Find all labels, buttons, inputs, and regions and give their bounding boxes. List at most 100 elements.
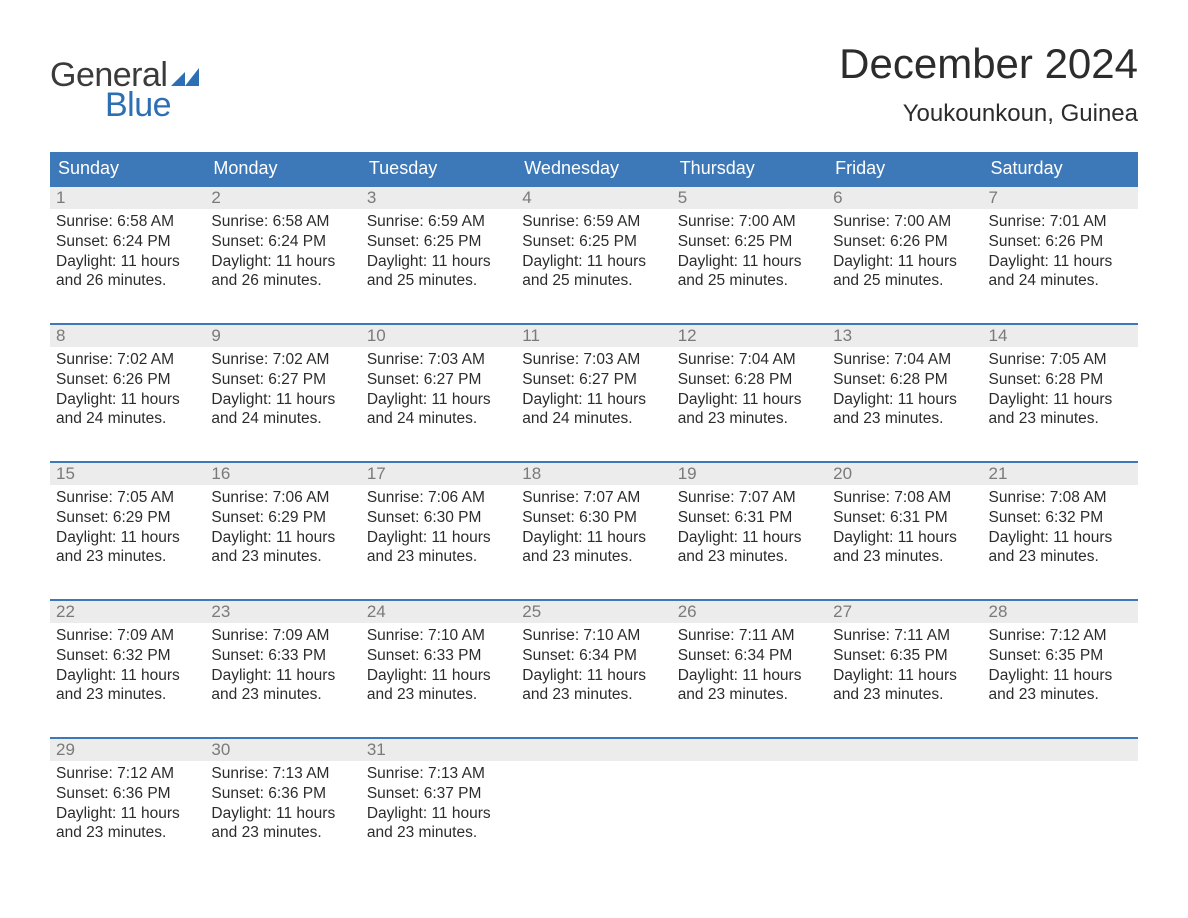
- daylight-text: Daylight: 11 hours and 24 minutes.: [211, 390, 354, 430]
- day-details: Sunrise: 7:02 AMSunset: 6:26 PMDaylight:…: [50, 347, 205, 433]
- day-number: 9: [205, 325, 360, 347]
- day-number: 15: [50, 463, 205, 485]
- sunrise-text: Sunrise: 7:06 AM: [367, 488, 510, 508]
- daylight-text: Daylight: 11 hours and 23 minutes.: [211, 528, 354, 568]
- sunset-text: Sunset: 6:27 PM: [211, 370, 354, 390]
- day-number: [672, 739, 827, 761]
- daylight-text: Daylight: 11 hours and 23 minutes.: [522, 666, 665, 706]
- day-cell: [516, 739, 671, 855]
- sunrise-text: Sunrise: 7:07 AM: [522, 488, 665, 508]
- day-details: Sunrise: 7:03 AMSunset: 6:27 PMDaylight:…: [516, 347, 671, 433]
- day-cell: 16Sunrise: 7:06 AMSunset: 6:29 PMDayligh…: [205, 463, 360, 579]
- weekday-header: Saturday: [983, 152, 1138, 185]
- sunrise-text: Sunrise: 7:06 AM: [211, 488, 354, 508]
- day-number: 24: [361, 601, 516, 623]
- day-details: Sunrise: 7:06 AMSunset: 6:30 PMDaylight:…: [361, 485, 516, 571]
- week-row: 15Sunrise: 7:05 AMSunset: 6:29 PMDayligh…: [50, 461, 1138, 579]
- day-details: Sunrise: 7:03 AMSunset: 6:27 PMDaylight:…: [361, 347, 516, 433]
- day-details: Sunrise: 7:02 AMSunset: 6:27 PMDaylight:…: [205, 347, 360, 433]
- sunrise-text: Sunrise: 7:01 AM: [989, 212, 1132, 232]
- day-number: 8: [50, 325, 205, 347]
- sunrise-text: Sunrise: 6:58 AM: [211, 212, 354, 232]
- daylight-text: Daylight: 11 hours and 23 minutes.: [989, 528, 1132, 568]
- month-title: December 2024: [839, 40, 1138, 88]
- daylight-text: Daylight: 11 hours and 26 minutes.: [56, 252, 199, 292]
- day-number: 3: [361, 187, 516, 209]
- sunset-text: Sunset: 6:25 PM: [522, 232, 665, 252]
- day-details: Sunrise: 7:08 AMSunset: 6:32 PMDaylight:…: [983, 485, 1138, 571]
- sunset-text: Sunset: 6:27 PM: [522, 370, 665, 390]
- sunset-text: Sunset: 6:29 PM: [56, 508, 199, 528]
- sunrise-text: Sunrise: 7:09 AM: [211, 626, 354, 646]
- day-cell: 26Sunrise: 7:11 AMSunset: 6:34 PMDayligh…: [672, 601, 827, 717]
- week-row: 29Sunrise: 7:12 AMSunset: 6:36 PMDayligh…: [50, 737, 1138, 855]
- daylight-text: Daylight: 11 hours and 23 minutes.: [989, 666, 1132, 706]
- weekday-header: Monday: [205, 152, 360, 185]
- day-number: 31: [361, 739, 516, 761]
- sunrise-text: Sunrise: 7:00 AM: [833, 212, 976, 232]
- sunset-text: Sunset: 6:34 PM: [678, 646, 821, 666]
- daylight-text: Daylight: 11 hours and 26 minutes.: [211, 252, 354, 292]
- daylight-text: Daylight: 11 hours and 23 minutes.: [989, 390, 1132, 430]
- day-number: [983, 739, 1138, 761]
- brand-word-2: Blue: [50, 88, 199, 122]
- daylight-text: Daylight: 11 hours and 23 minutes.: [56, 528, 199, 568]
- daylight-text: Daylight: 11 hours and 25 minutes.: [678, 252, 821, 292]
- daylight-text: Daylight: 11 hours and 24 minutes.: [56, 390, 199, 430]
- daylight-text: Daylight: 11 hours and 25 minutes.: [833, 252, 976, 292]
- flag-icon: [171, 68, 199, 88]
- day-cell: 7Sunrise: 7:01 AMSunset: 6:26 PMDaylight…: [983, 187, 1138, 303]
- day-details: Sunrise: 7:05 AMSunset: 6:29 PMDaylight:…: [50, 485, 205, 571]
- sunset-text: Sunset: 6:25 PM: [678, 232, 821, 252]
- sunset-text: Sunset: 6:28 PM: [989, 370, 1132, 390]
- day-details: Sunrise: 7:08 AMSunset: 6:31 PMDaylight:…: [827, 485, 982, 571]
- sunset-text: Sunset: 6:28 PM: [833, 370, 976, 390]
- day-number: 12: [672, 325, 827, 347]
- day-number: 30: [205, 739, 360, 761]
- day-details: Sunrise: 7:07 AMSunset: 6:30 PMDaylight:…: [516, 485, 671, 571]
- weekday-header: Tuesday: [361, 152, 516, 185]
- day-cell: 14Sunrise: 7:05 AMSunset: 6:28 PMDayligh…: [983, 325, 1138, 441]
- day-number: 22: [50, 601, 205, 623]
- day-details: Sunrise: 7:13 AMSunset: 6:37 PMDaylight:…: [361, 761, 516, 847]
- week-row: 1Sunrise: 6:58 AMSunset: 6:24 PMDaylight…: [50, 185, 1138, 303]
- day-details: Sunrise: 6:58 AMSunset: 6:24 PMDaylight:…: [205, 209, 360, 295]
- day-cell: 11Sunrise: 7:03 AMSunset: 6:27 PMDayligh…: [516, 325, 671, 441]
- day-number: 18: [516, 463, 671, 485]
- daylight-text: Daylight: 11 hours and 23 minutes.: [833, 666, 976, 706]
- sunset-text: Sunset: 6:24 PM: [56, 232, 199, 252]
- daylight-text: Daylight: 11 hours and 24 minutes.: [367, 390, 510, 430]
- day-details: Sunrise: 7:12 AMSunset: 6:35 PMDaylight:…: [983, 623, 1138, 709]
- sunset-text: Sunset: 6:37 PM: [367, 784, 510, 804]
- day-number: 26: [672, 601, 827, 623]
- day-number: 13: [827, 325, 982, 347]
- day-cell: 23Sunrise: 7:09 AMSunset: 6:33 PMDayligh…: [205, 601, 360, 717]
- sunset-text: Sunset: 6:31 PM: [678, 508, 821, 528]
- location-subtitle: Youkounkoun, Guinea: [839, 100, 1138, 128]
- day-details: Sunrise: 6:59 AMSunset: 6:25 PMDaylight:…: [516, 209, 671, 295]
- day-cell: 4Sunrise: 6:59 AMSunset: 6:25 PMDaylight…: [516, 187, 671, 303]
- sunset-text: Sunset: 6:33 PM: [211, 646, 354, 666]
- daylight-text: Daylight: 11 hours and 23 minutes.: [367, 666, 510, 706]
- day-cell: 21Sunrise: 7:08 AMSunset: 6:32 PMDayligh…: [983, 463, 1138, 579]
- sunset-text: Sunset: 6:24 PM: [211, 232, 354, 252]
- sunrise-text: Sunrise: 7:10 AM: [522, 626, 665, 646]
- sunrise-text: Sunrise: 7:09 AM: [56, 626, 199, 646]
- day-number: 4: [516, 187, 671, 209]
- day-cell: 10Sunrise: 7:03 AMSunset: 6:27 PMDayligh…: [361, 325, 516, 441]
- sunrise-text: Sunrise: 6:59 AM: [522, 212, 665, 232]
- day-number: 7: [983, 187, 1138, 209]
- day-cell: 25Sunrise: 7:10 AMSunset: 6:34 PMDayligh…: [516, 601, 671, 717]
- sunrise-text: Sunrise: 7:07 AM: [678, 488, 821, 508]
- day-details: Sunrise: 7:09 AMSunset: 6:33 PMDaylight:…: [205, 623, 360, 709]
- sunrise-text: Sunrise: 7:11 AM: [833, 626, 976, 646]
- day-details: Sunrise: 7:11 AMSunset: 6:35 PMDaylight:…: [827, 623, 982, 709]
- sunrise-text: Sunrise: 7:00 AM: [678, 212, 821, 232]
- weekday-header-row: Sunday Monday Tuesday Wednesday Thursday…: [50, 152, 1138, 185]
- sunset-text: Sunset: 6:36 PM: [56, 784, 199, 804]
- daylight-text: Daylight: 11 hours and 23 minutes.: [678, 666, 821, 706]
- day-cell: 20Sunrise: 7:08 AMSunset: 6:31 PMDayligh…: [827, 463, 982, 579]
- day-number: 28: [983, 601, 1138, 623]
- sunset-text: Sunset: 6:34 PM: [522, 646, 665, 666]
- day-cell: [983, 739, 1138, 855]
